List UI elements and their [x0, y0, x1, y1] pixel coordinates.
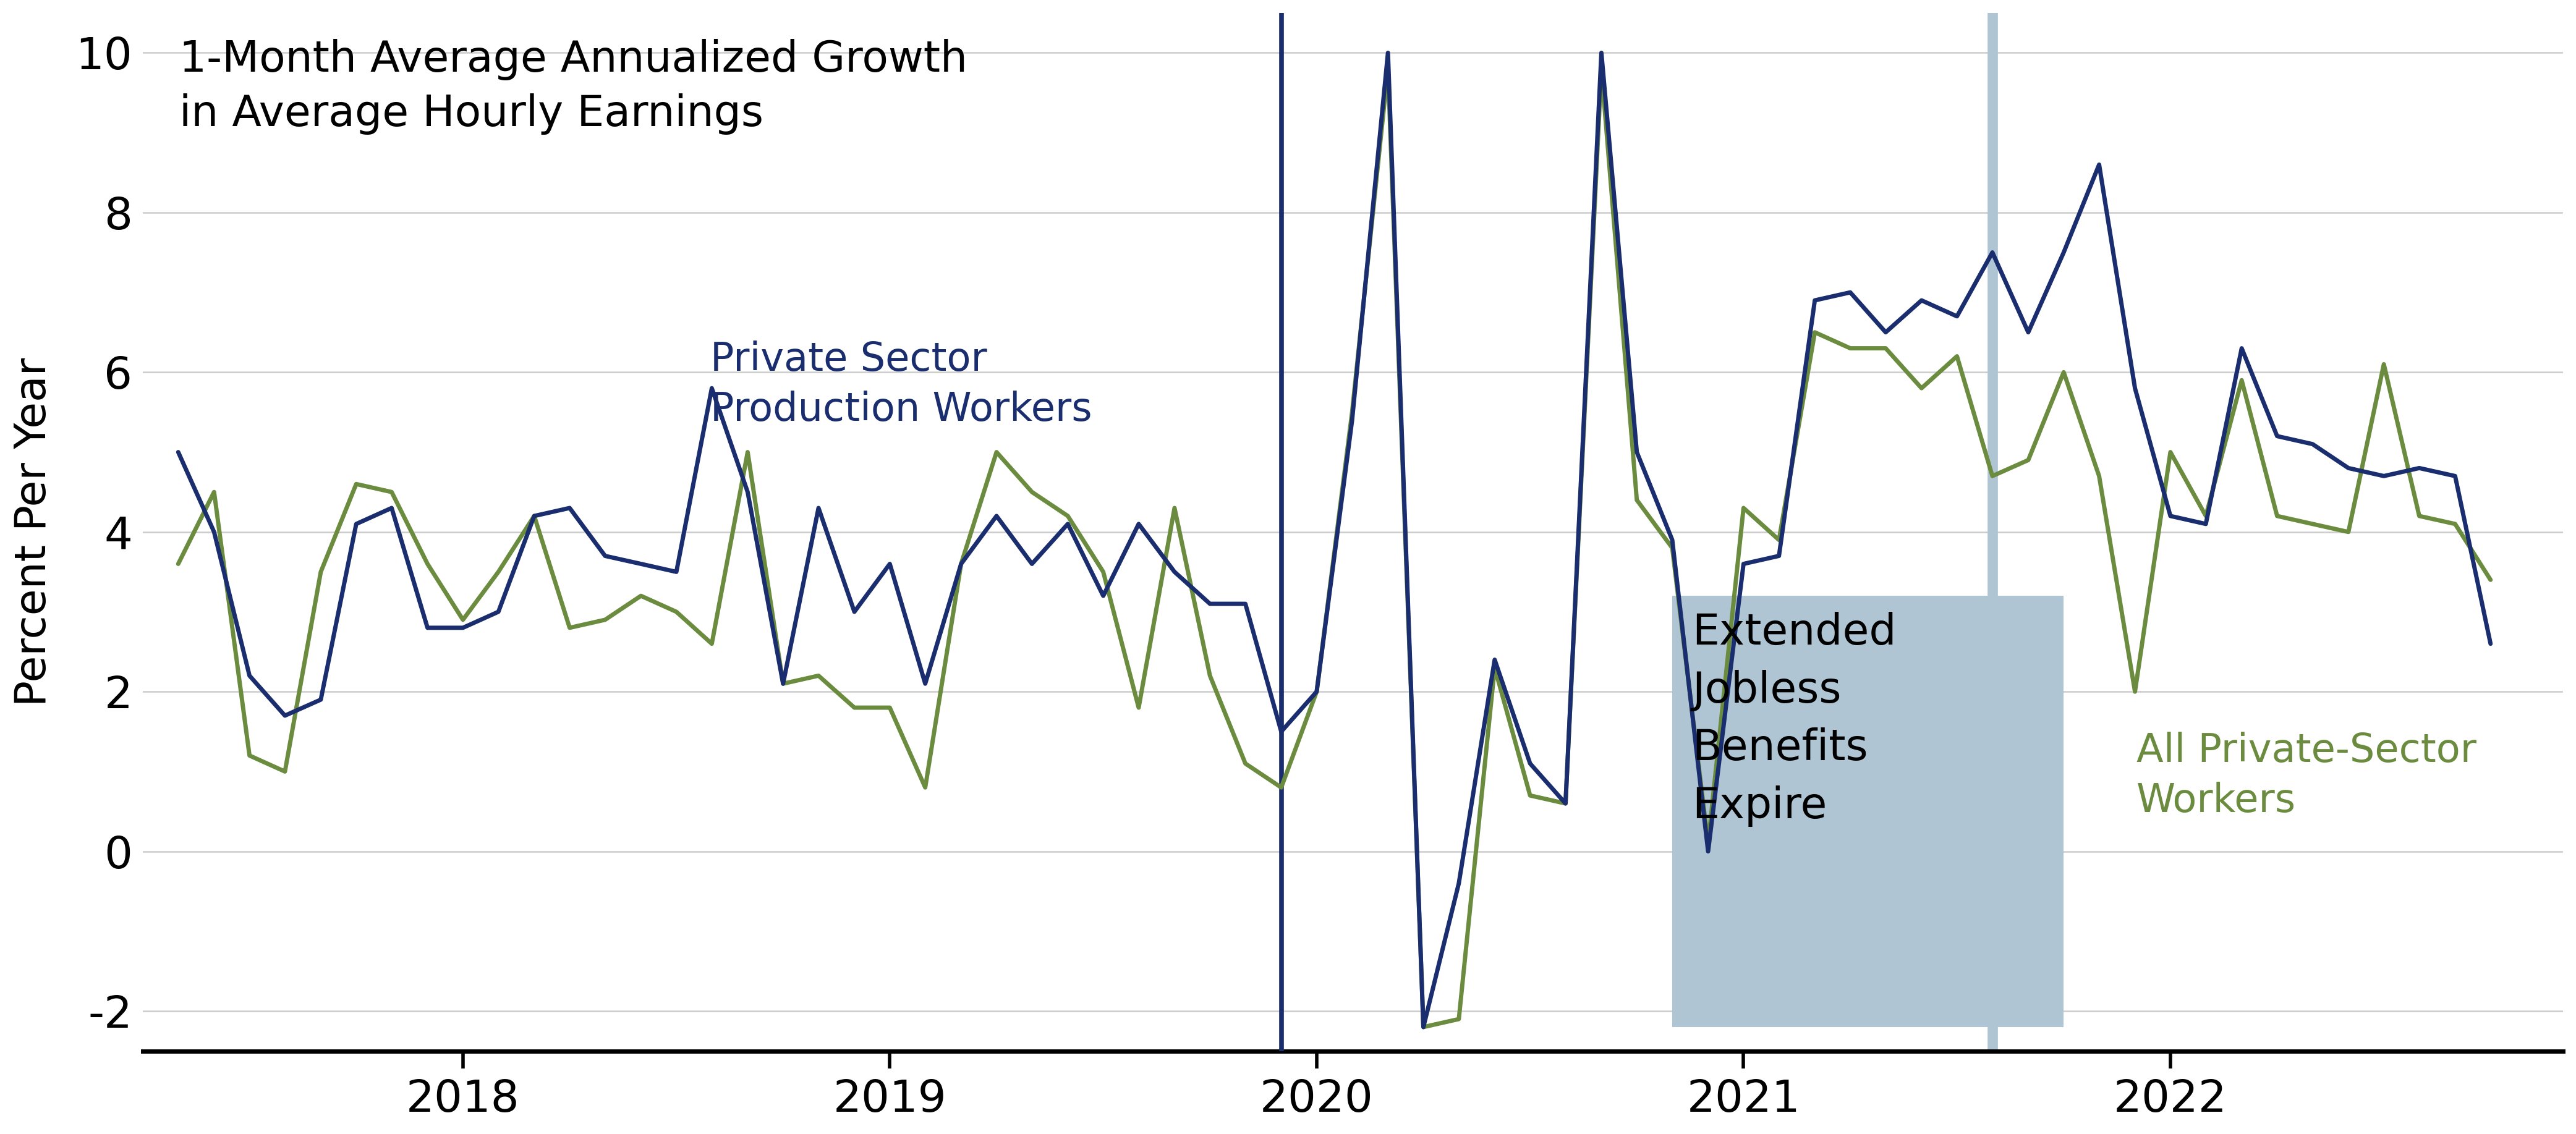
- Bar: [1672, 595, 2063, 1027]
- Y-axis label: Percent Per Year: Percent Per Year: [13, 357, 54, 706]
- Text: Private Sector
Production Workers: Private Sector Production Workers: [711, 340, 1092, 429]
- Text: Extended
Jobless
Benefits
Expire: Extended Jobless Benefits Expire: [1692, 612, 1896, 827]
- Text: 1-Month Average Annualized Growth
in Average Hourly Earnings: 1-Month Average Annualized Growth in Ave…: [180, 39, 966, 135]
- Text: All Private-Sector
Workers: All Private-Sector Workers: [2136, 731, 2476, 820]
